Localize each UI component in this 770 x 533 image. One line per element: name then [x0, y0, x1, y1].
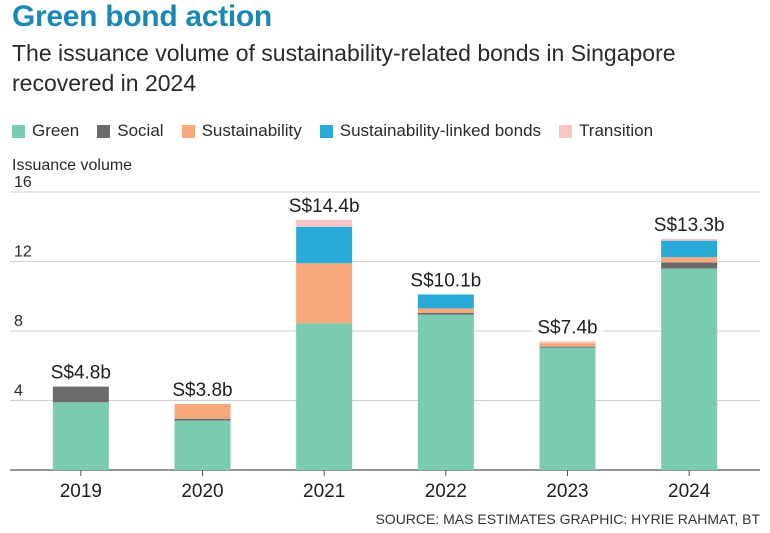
legend-item-sustainability: Sustainability — [181, 121, 302, 141]
x-tick-label-2023: 2023 — [546, 481, 588, 502]
y-tick-label: 12 — [14, 244, 32, 261]
gridlines: 4 8 12 16 — [10, 174, 760, 471]
bar-segment-2021-transition — [296, 219, 353, 227]
legend-label-transition: Transition — [579, 121, 654, 140]
legend-swatch-sustainability-linked — [319, 124, 333, 138]
legend-label-green: Green — [32, 121, 80, 140]
legend-swatch-sustainability — [181, 124, 195, 138]
bar-segment-2019-social — [52, 386, 109, 403]
bar-segment-2024-green — [661, 268, 718, 470]
bar-segment-2023-transition — [539, 341, 596, 344]
total-label-bg — [405, 267, 487, 291]
bar-segment-2024-sustainability — [661, 257, 718, 263]
bar-segment-2020-social — [174, 418, 231, 421]
bar-segment-2021-sustainability-linked — [296, 226, 353, 264]
bar-segment-2024-sustainability-linked — [661, 240, 718, 258]
bars: S$4.8b S$3.8b S$14.4b S$10.1b S$7.4b S$13.3b — [45, 192, 730, 470]
legend-label-sustainability: Sustainability — [201, 121, 302, 140]
x-axis-ticks: 2019 2020 2021 2022 2023 2024 — [60, 470, 711, 502]
legend-swatch-social — [97, 124, 111, 138]
x-tick-label-2024: 2024 — [668, 481, 711, 502]
total-label-bg — [648, 211, 730, 235]
bar-segment-2022-sustainability-linked — [417, 294, 474, 309]
bar-segment-2022-green — [417, 314, 474, 470]
bar-segment-2020-sustainability — [174, 403, 231, 419]
total-label-bg — [167, 376, 238, 400]
total-label-bg — [532, 314, 603, 338]
bar-segment-2024-social — [661, 262, 718, 269]
x-tick-label-2021: 2021 — [303, 481, 345, 502]
total-label-2020: S$3.8b — [172, 380, 232, 401]
legend-item-transition: Transition — [559, 121, 653, 141]
bar-segment-2021-sustainability — [296, 263, 353, 324]
legend: Green Social Sustainability Sustainabili… — [12, 121, 653, 141]
bar-segment-2020-green — [174, 420, 231, 470]
chart-subtitle: The issuance volume of sustainability-re… — [12, 40, 676, 96]
total-label-2019: S$4.8b — [51, 363, 111, 384]
legend-swatch-green — [12, 124, 25, 138]
bar-segment-2022-sustainability — [417, 308, 474, 313]
bar-segment-2023-green — [539, 347, 596, 470]
bar-segment-2023-sustainability — [539, 343, 596, 347]
legend-item-sustainability-linked: Sustainability-linked bonds — [319, 121, 542, 141]
total-label-2022: S$10.1b — [410, 271, 481, 292]
bar-segment-2021-green — [296, 323, 353, 470]
y-tick-label: 4 — [14, 383, 23, 400]
total-label-bg — [283, 192, 365, 216]
legend-label-sustainability-linked: Sustainability-linked bonds — [339, 121, 542, 140]
x-tick-label-2022: 2022 — [425, 481, 467, 502]
x-tick-label-2019: 2019 — [60, 481, 102, 502]
legend-swatch-transition — [559, 124, 573, 138]
legend-item-green: Green — [12, 121, 79, 141]
legend-label-social: Social — [117, 121, 164, 140]
x-tick-label-2020: 2020 — [181, 481, 223, 502]
source-credit: SOURCE: MAS ESTIMATES GRAPHIC: HYRIE RAH… — [375, 511, 760, 527]
total-label-2021: S$14.4b — [289, 196, 360, 217]
chart-title: Green bond action — [12, 0, 272, 33]
total-label-2023: S$7.4b — [537, 317, 597, 338]
y-tick-label: 16 — [14, 174, 32, 191]
stacked-bar-chart: Issuance volume 4 8 12 16 S$4.8b S$3.8b S$14.… — [10, 157, 760, 502]
y-tick-label: 8 — [14, 313, 23, 330]
y-axis-label: Issuance volume — [12, 157, 132, 174]
bar-segment-2024-transition — [661, 238, 718, 241]
total-label-2024: S$13.3b — [654, 215, 725, 236]
legend-item-social: Social — [97, 121, 164, 141]
bar-segment-2023-social — [539, 346, 596, 348]
bar-segment-2019-green — [52, 402, 109, 470]
bar-segment-2022-social — [417, 312, 474, 315]
total-label-bg — [45, 359, 117, 383]
